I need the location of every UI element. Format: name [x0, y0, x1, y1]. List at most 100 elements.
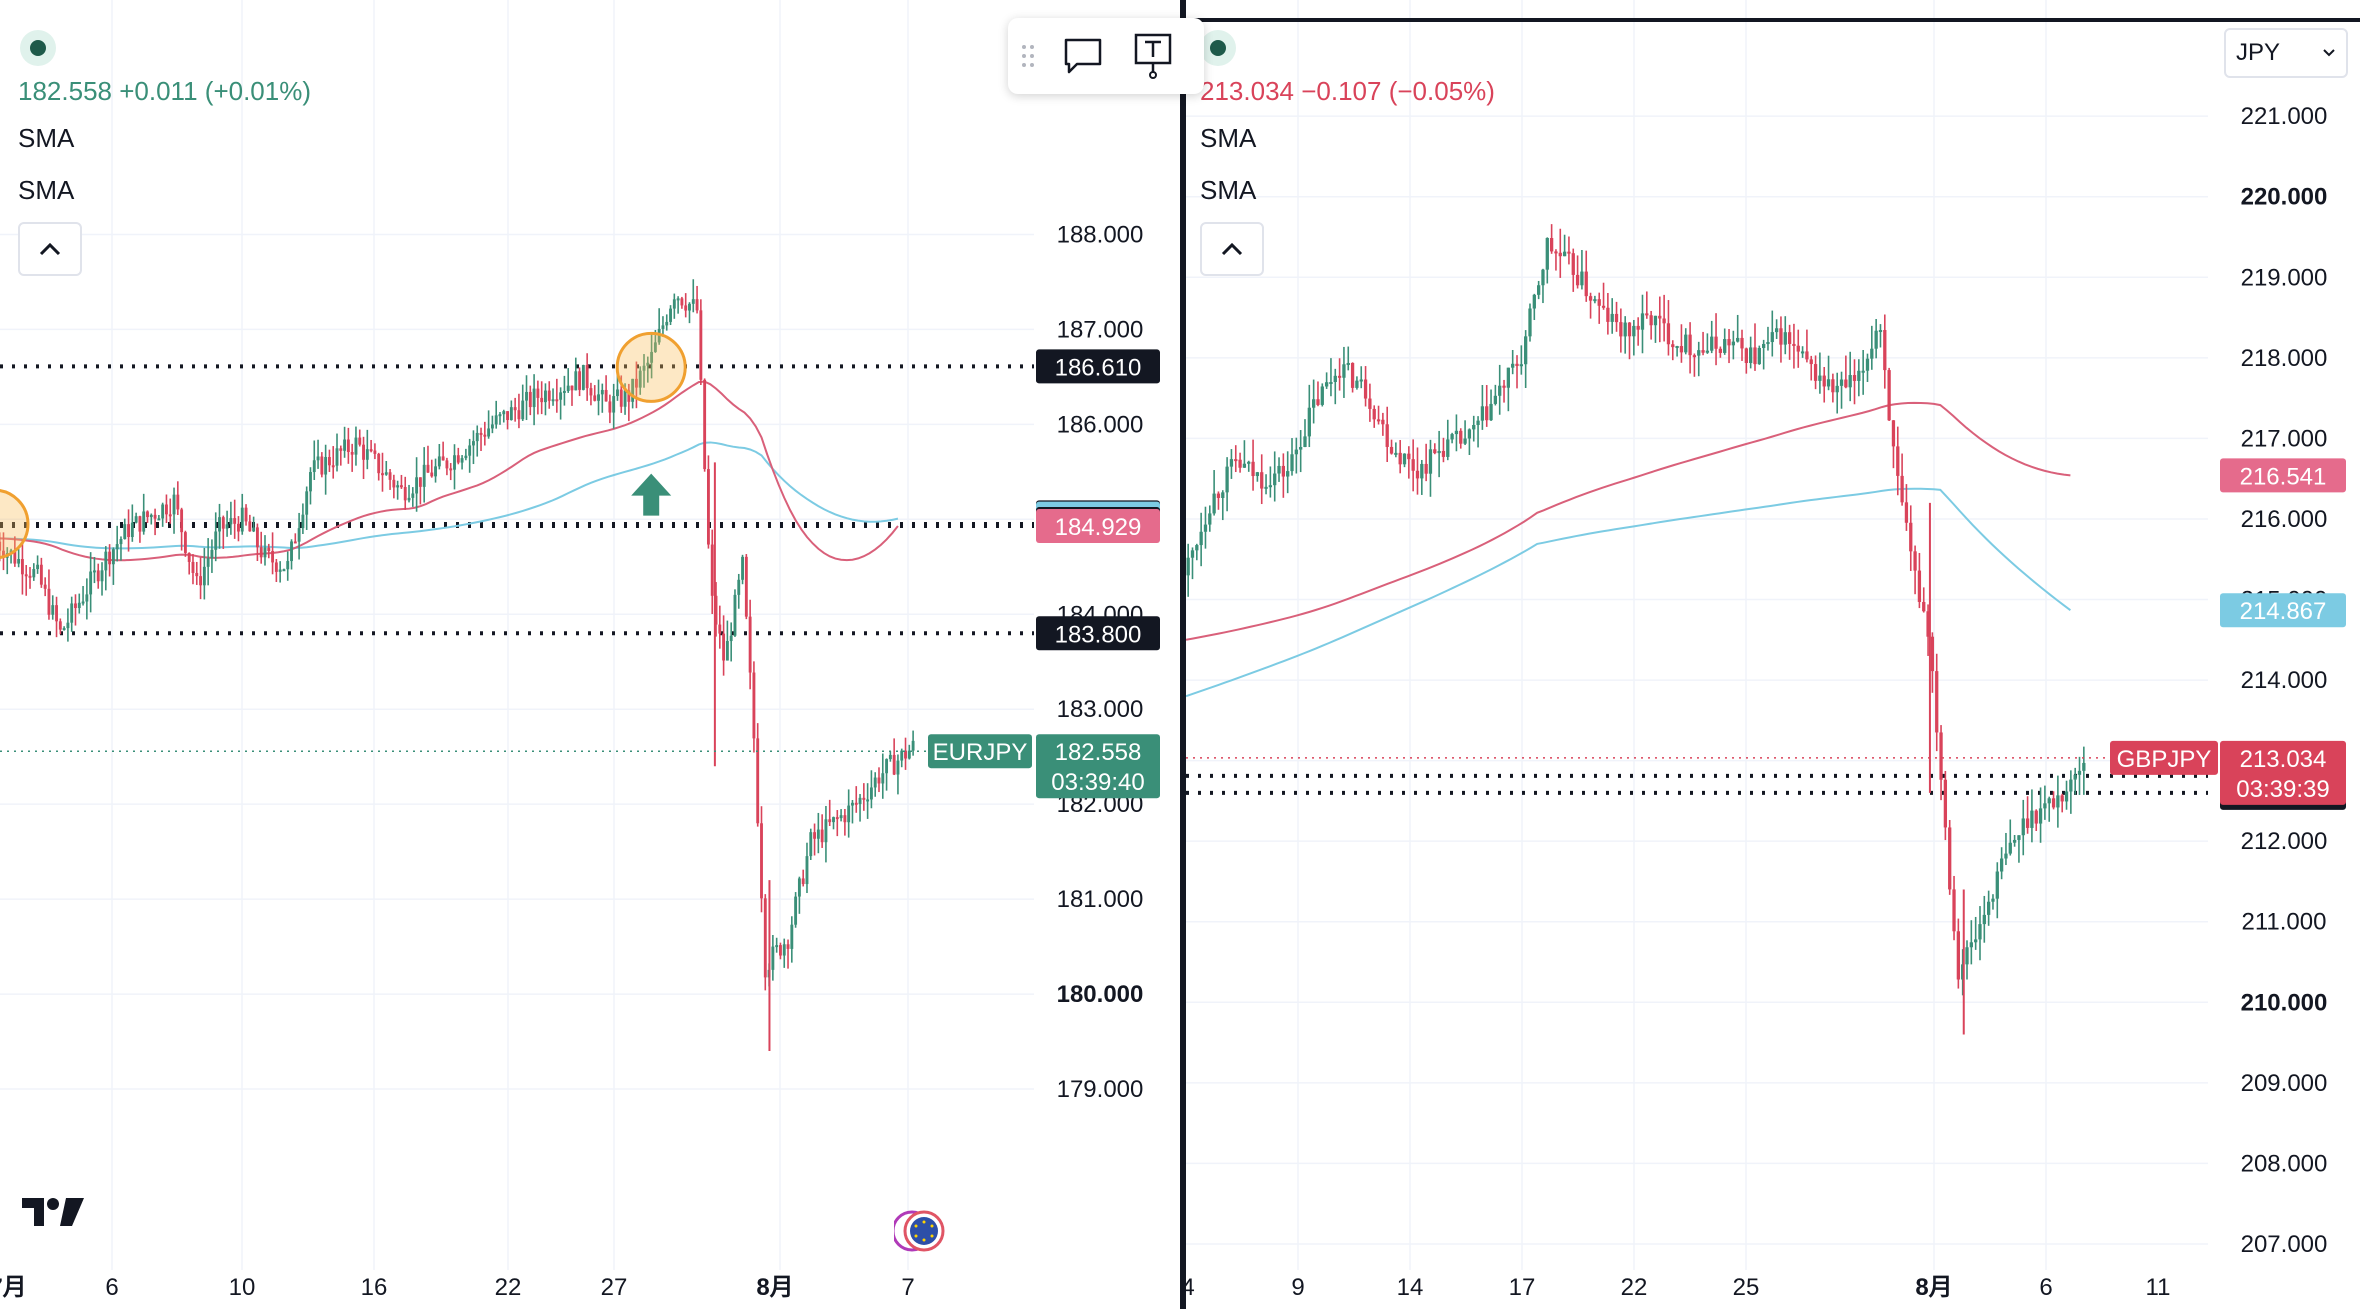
gbpjpy-candle: [1450, 434, 1454, 440]
gbpjpy-candle: [1969, 942, 1973, 948]
gbpjpy-candle: [1580, 271, 1584, 286]
gbpjpy-candle: [1493, 395, 1498, 404]
gbpjpy-candle: [1861, 370, 1865, 373]
gbpjpy-candle: [1675, 346, 1679, 349]
currency-flags-icon[interactable]: [891, 1208, 954, 1259]
eurjpy-x-tick-label: 8月: [756, 1274, 793, 1301]
eurjpy-candle: [763, 898, 767, 978]
eurjpy-chart-canvas[interactable]: 188.000187.000186.000185.000184.000183.0…: [0, 0, 1180, 1309]
eurjpy-candle: [904, 750, 907, 759]
eurjpy-candle: [691, 299, 695, 304]
eurjpy-candle: [187, 552, 191, 562]
eurjpy-candle: [255, 527, 259, 548]
gbpjpy-chart-pane[interactable]: 221.000 220.000 219.000 218.000 217.000 216.0…: [1186, 0, 2360, 1309]
eurjpy-y-tick-label: 181.000: [1057, 886, 1144, 913]
eurjpy-candle: [358, 437, 362, 445]
gbpjpy-candle: [1870, 348, 1874, 359]
eurjpy-collapse-legend-button[interactable]: [18, 222, 82, 276]
eurjpy-candle: [907, 750, 911, 759]
gbpjpy-candle: [1441, 450, 1446, 457]
gbpjpy-price-label-box: [2220, 458, 2346, 493]
eurjpy-candle: [229, 518, 233, 525]
pane-divider[interactable]: [1180, 0, 1186, 1309]
eurjpy-candle: [339, 448, 343, 451]
eurjpy-x-tick-label: 16: [361, 1274, 388, 1301]
eurjpy-indicator-sma-1[interactable]: SMA: [18, 123, 75, 153]
gbpjpy-candle: [1342, 364, 1346, 378]
eurjpy-candle: [66, 622, 70, 629]
eurjpy-candle: [153, 514, 157, 519]
gbpjpy-candle: [1883, 330, 1887, 371]
eurjpy-candle: [593, 395, 597, 401]
tradingview-logo-icon[interactable]: [22, 1196, 86, 1233]
gbpjpy-candle: [1666, 323, 1671, 345]
eurjpy-candle: [790, 924, 794, 949]
gbpjpy-indicator-sma-2[interactable]: SMA: [1200, 175, 1257, 205]
eurjpy-candle: [225, 524, 229, 529]
text-tool-button[interactable]: [1118, 18, 1188, 94]
gbpjpy-candle: [2056, 795, 2060, 808]
eurjpy-candle: [544, 390, 547, 403]
gbpjpy-candle: [1294, 449, 1298, 455]
gbpjpy-candle: [2034, 810, 2038, 824]
eurjpy-x-tick-label: 10: [229, 1274, 256, 1301]
gbpjpy-candle: [1610, 313, 1614, 322]
eurjpy-candle: [252, 527, 256, 532]
currency-selector[interactable]: JPY: [2224, 28, 2348, 78]
gbpjpy-candle: [1688, 334, 1692, 356]
comment-tool-button[interactable]: [1048, 18, 1118, 94]
gbpjpy-chart-canvas[interactable]: 221.000 220.000 219.000 218.000 217.000 216.0…: [1186, 0, 2360, 1309]
eurjpy-chart-pane[interactable]: 188.000187.000186.000185.000184.000183.0…: [0, 0, 1180, 1309]
eurjpy-candle: [885, 759, 889, 774]
chevron-up-icon: [39, 242, 61, 256]
eurjpy-candle: [661, 325, 665, 329]
gbpjpy-y-tick-label: 216.000: [2241, 506, 2328, 533]
eurjpy-candle: [180, 509, 184, 533]
gbpjpy-candle: [1684, 334, 1688, 353]
gbpjpy-indicator-sma-1[interactable]: SMA: [1200, 123, 1257, 153]
eurjpy-candle: [487, 428, 491, 437]
gbpjpy-candle: [1229, 459, 1234, 467]
eurjpy-candle: [634, 378, 638, 388]
gbpjpy-candle: [1852, 375, 1857, 381]
eurjpy-candle: [434, 466, 437, 477]
eurjpy-candle: [290, 541, 293, 562]
gbpjpy-candle: [1779, 328, 1783, 345]
gbpjpy-candle: [1433, 449, 1437, 454]
eurjpy-indicator-sma-2[interactable]: SMA: [18, 175, 75, 205]
eurjpy-candle: [824, 819, 828, 843]
gbpjpy-candle: [1614, 313, 1619, 323]
market-status-icon[interactable]: [1200, 30, 1236, 66]
gbpjpy-collapse-legend-button[interactable]: [1200, 222, 1264, 276]
gbpjpy-candle: [1822, 375, 1826, 387]
gbpjpy-candle: [1987, 901, 1991, 915]
gbpjpy-legend-quote: 213.034 −0.107 (−0.05%): [1200, 76, 1495, 107]
chevron-down-icon: [2323, 49, 2335, 57]
gbpjpy-candle: [1545, 238, 1549, 270]
eurjpy-price-label: 186.610: [1055, 354, 1142, 381]
gbpjpy-price-label-box: [2220, 593, 2346, 628]
eurjpy-candle: [51, 605, 55, 615]
gbpjpy-candle: [1891, 420, 1896, 447]
eurjpy-candle: [240, 507, 244, 532]
gbpjpy-candle: [1506, 367, 1510, 388]
market-status-icon[interactable]: [20, 30, 56, 66]
gbpjpy-last-price-label: 213.034: [2240, 746, 2327, 773]
gbpjpy-y-tick-label: 211.000: [2242, 909, 2327, 936]
eurjpy-price-label-box: [1036, 349, 1160, 384]
gbpjpy-y-tick-label: 208.000: [2241, 1150, 2328, 1177]
eurjpy-candle: [665, 321, 669, 326]
gbpjpy-y-tick-label: 217.000: [2241, 425, 2328, 452]
eurjpy-candle: [873, 777, 877, 788]
drag-handle-icon[interactable]: [1008, 18, 1048, 94]
eurjpy-candle: [892, 754, 896, 775]
eurjpy-sma-slow-line: [0, 441, 899, 550]
gbpjpy-candle: [1736, 337, 1740, 342]
gbpjpy-candle: [1415, 470, 1420, 479]
eurjpy-candle: [570, 385, 574, 391]
gbpjpy-candle: [1467, 429, 1472, 439]
eurjpy-candle: [559, 392, 563, 400]
eurjpy-candle: [146, 511, 149, 518]
eurjpy-candle: [479, 432, 483, 435]
eurjpy-candle: [81, 601, 85, 604]
